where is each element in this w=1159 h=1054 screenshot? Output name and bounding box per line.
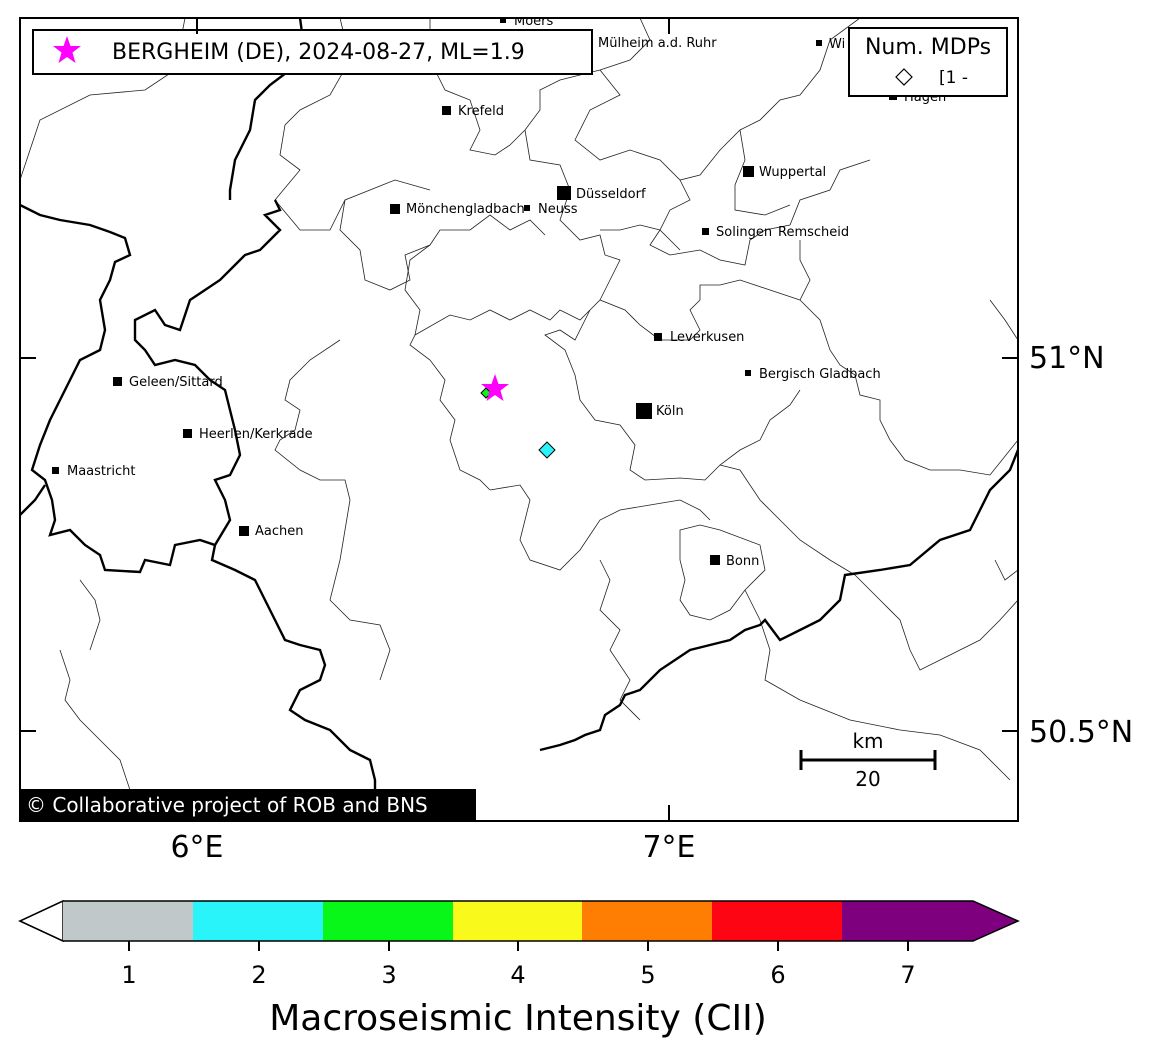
mdp-legend-entry: [1 - [939,68,968,88]
epicenter-star-icon [481,374,509,401]
city-label: Neuss [538,202,578,217]
lon-tick-label: 6°E [170,830,223,865]
city-label: Bergisch Gladbach [759,367,881,382]
copyright-box [20,789,476,820]
colorbar-tick-label: 6 [770,961,785,989]
mdp-point-diamond [538,441,556,459]
city-marker [557,186,571,200]
city-label: Mülheim a.d. Ruhr [598,36,717,51]
legend-star-icon [53,36,81,63]
district-borders [20,18,1018,821]
city-marker [654,333,662,341]
city-label: Bonn [726,554,759,569]
city-marker [52,467,59,474]
city-marker [816,40,822,46]
event-legend: BERGHEIM (DE), 2024-08-27, ML=1.9 [32,29,593,75]
city-label: Geleen/Sittard [129,375,223,390]
city-marker [524,205,530,211]
colorbar-title: Macroseismic Intensity (CII) [269,998,767,1039]
city-layer: Moers Mülheim a.d. Ruhr Wi Hagen Krefeld… [52,14,946,569]
map-area[interactable]: Moers Mülheim a.d. Ruhr Wi Hagen Krefeld… [20,14,1018,821]
city-marker [702,228,709,235]
map-frame [19,17,1019,822]
colorbar-segment-3 [323,901,453,941]
city-label: Leverkusen [670,330,744,345]
colorbar-tick-label: 5 [640,961,655,989]
city-marker [390,204,400,214]
city-marker [745,370,751,376]
colorbar-segment-4 [453,901,582,941]
colorbar-tick-label: 4 [510,961,525,989]
city-marker [743,166,754,177]
city-marker [183,429,192,438]
city-label: Wi [829,37,845,52]
colorbar-segment-7 [842,901,973,941]
colorbar-segment-5 [582,901,712,941]
colorbar-under-arrow [18,899,64,943]
colorbar-segment-2 [193,901,323,941]
colorbar-tick-label: 1 [121,961,136,989]
scale-bar-unit: km [852,729,883,753]
colorbar-tick-label: 3 [381,961,396,989]
city-label: Solingen [716,225,772,240]
city-marker [500,18,506,23]
city-label: Maastricht [67,464,135,479]
city-label: Moers [514,14,554,29]
city-label: Wuppertal [759,165,826,180]
lon-tick-label: 7°E [642,830,695,865]
city-marker [710,555,720,565]
scale-bar: km 20 [799,729,937,791]
city-marker [113,377,122,386]
mdp-points [480,387,556,459]
city-marker [442,106,451,115]
colorbar: 1 2 3 4 5 6 7 Macroseismic Intensity (CI… [18,899,1020,1039]
city-label: Heerlen/Kerkrade [199,427,313,442]
city-label: Düsseldorf [576,187,646,202]
city-label: Köln [656,404,684,419]
city-label: Krefeld [458,104,504,119]
city-marker [636,403,652,419]
colorbar-outline [18,900,1020,942]
mdp-legend-title: Num. MDPs [865,35,991,60]
mdp-legend: Num. MDPs [1 - [848,27,1008,97]
legend-diamond-icon [895,68,913,86]
colorbar-tick-label: 2 [251,961,266,989]
lat-tick-label: 50.5°N [1029,715,1133,750]
city-marker [239,526,249,536]
city-label: Remscheid [778,225,849,240]
lat-tick-label: 51°N [1029,341,1105,376]
colorbar-over-arrow [973,901,1018,941]
axis-ticks [20,18,1018,821]
colorbar-segment-6 [712,901,842,941]
scale-bar-value: 20 [855,767,880,791]
colorbar-tick-label: 7 [900,961,915,989]
colorbar-segment-1 [63,901,193,941]
event-legend-label: BERGHEIM (DE), 2024-08-27, ML=1.9 [112,40,525,65]
city-label: Aachen [255,524,303,539]
colorbar-ticks [128,941,909,951]
copyright-text: © Collaborative project of ROB and BNS [26,793,428,817]
city-label: Mönchengladbach [406,202,525,217]
